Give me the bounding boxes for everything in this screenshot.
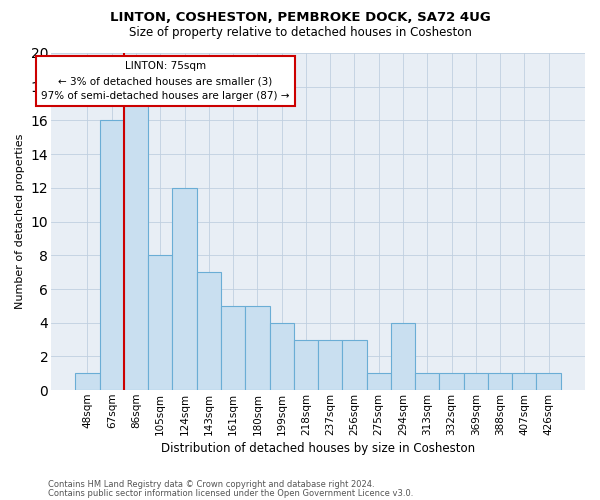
Bar bbox=[172, 188, 197, 390]
Bar bbox=[439, 374, 464, 390]
Bar bbox=[343, 340, 367, 390]
Bar bbox=[148, 256, 172, 390]
Bar bbox=[536, 374, 561, 390]
Bar bbox=[318, 340, 343, 390]
Bar bbox=[512, 374, 536, 390]
Bar bbox=[464, 374, 488, 390]
Bar bbox=[245, 306, 269, 390]
Text: Contains HM Land Registry data © Crown copyright and database right 2024.: Contains HM Land Registry data © Crown c… bbox=[48, 480, 374, 489]
Bar bbox=[100, 120, 124, 390]
Bar bbox=[415, 374, 439, 390]
Bar bbox=[488, 374, 512, 390]
Bar bbox=[269, 322, 294, 390]
Text: LINTON, COSHESTON, PEMBROKE DOCK, SA72 4UG: LINTON, COSHESTON, PEMBROKE DOCK, SA72 4… bbox=[110, 11, 490, 24]
Bar bbox=[76, 374, 100, 390]
Text: Size of property relative to detached houses in Cosheston: Size of property relative to detached ho… bbox=[128, 26, 472, 39]
Bar bbox=[294, 340, 318, 390]
Y-axis label: Number of detached properties: Number of detached properties bbox=[15, 134, 25, 310]
Text: LINTON: 75sqm
← 3% of detached houses are smaller (3)
97% of semi-detached house: LINTON: 75sqm ← 3% of detached houses ar… bbox=[41, 62, 289, 101]
Bar bbox=[391, 322, 415, 390]
Bar bbox=[124, 104, 148, 390]
Bar bbox=[221, 306, 245, 390]
Bar bbox=[367, 374, 391, 390]
X-axis label: Distribution of detached houses by size in Cosheston: Distribution of detached houses by size … bbox=[161, 442, 475, 455]
Text: Contains public sector information licensed under the Open Government Licence v3: Contains public sector information licen… bbox=[48, 488, 413, 498]
Bar bbox=[197, 272, 221, 390]
